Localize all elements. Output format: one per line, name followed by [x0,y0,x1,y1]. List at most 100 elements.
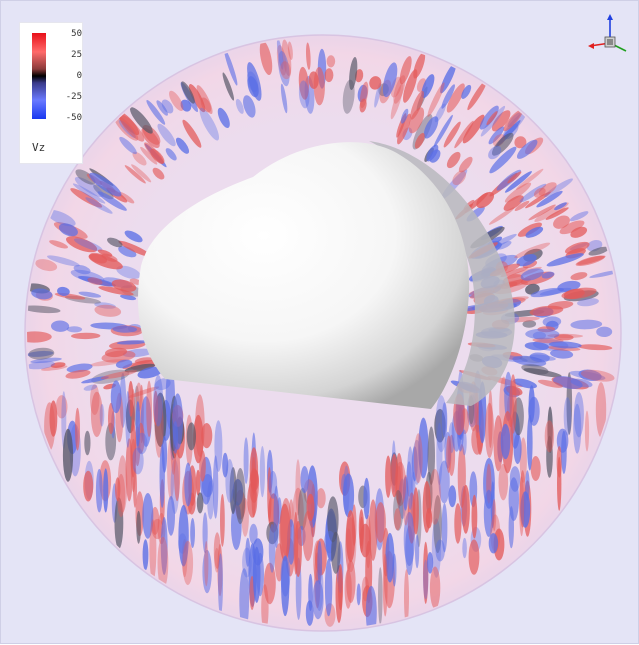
plume-blob [119,114,145,142]
plume-blob [110,380,122,414]
plume-blob [77,276,117,287]
plume-blob [298,80,310,109]
plume-blob [491,132,514,156]
plume-blob [302,510,314,562]
plume-blob [278,50,290,87]
plume-blob [217,107,230,128]
plume-blob [172,393,184,450]
cut-wall [369,141,515,406]
plume-blob [550,349,574,359]
plume-blob [374,82,382,108]
plume-blob [99,403,105,427]
plume-blob [413,433,423,484]
plume-blob [196,85,213,115]
colorbar-legend: 50 25 0 -25 -50 Vz [19,22,83,164]
plume-blob [58,223,78,237]
plume-blob [128,380,134,417]
plume-blob [62,428,74,482]
plume-blob [97,249,113,257]
plume-blob [570,272,588,281]
plume-blob [247,76,259,98]
plume-blob [153,374,164,427]
plume-blob [66,326,83,333]
plume-blob [488,207,515,225]
plume-blob [252,546,261,603]
plume-blob [520,491,531,528]
plume-blob [225,459,234,503]
orientation-axes-icon[interactable] [586,13,628,57]
plume-blob [136,510,141,544]
plume-blob [427,426,435,485]
plume-blob [131,164,152,183]
plume-blob [514,136,527,149]
plume-blob [514,242,551,259]
plume-blob [462,537,467,559]
plume-blob [349,57,358,90]
plume-blob [100,370,138,380]
plume-blob [317,540,323,585]
plume-blob [223,48,238,86]
plume-blob [293,511,299,575]
plume-blob [70,188,103,208]
plume-blob [28,347,55,360]
plume-blob [390,83,404,120]
inner-core-sphere [138,142,470,409]
plume-blob [454,503,462,544]
plume-blob [35,259,58,272]
plume-blob [504,182,532,203]
plume-blob [214,547,220,573]
plume-blob [410,90,424,120]
plume-blob [448,485,457,508]
plume-blob [400,108,409,124]
plume-blob [537,379,563,388]
plume-blob [103,468,109,513]
plume-blob [452,170,467,186]
plume-blob [57,286,70,296]
colorbar-tick-high: 25 [71,50,82,60]
plume-blob [596,326,613,338]
plume-blob [368,499,378,561]
plume-blob [98,286,134,296]
plume-blob [201,474,214,498]
plume-blob [130,107,153,134]
plume-blob [397,113,411,145]
plume-blob [182,540,194,586]
plume-blob [525,470,530,501]
plume-blob [514,200,530,211]
plume-blob [480,105,506,137]
plume-blob [521,364,549,375]
plume-blob [261,584,269,629]
plume-blob [298,66,309,100]
plume-blob [132,447,144,475]
plume-blob [199,107,220,141]
plume-blob [117,455,128,513]
plume-blob [427,552,434,574]
plume-blob [513,433,522,465]
plume-blob [536,190,563,208]
plume-blob [525,328,560,340]
plume-blob [157,123,176,147]
plume-blob [500,266,529,277]
plume-blob [186,422,196,451]
plume-blob [434,103,446,123]
plume-blob [404,569,409,626]
plume-blob [159,444,165,508]
plume-blob [516,139,538,159]
plume-blob [90,384,100,415]
plume-blob [573,403,582,454]
colorbar-tick-low: -25 [65,92,82,102]
plume-blob [259,446,265,498]
plume-blob [359,516,364,553]
plume-blob [65,369,91,379]
plume-blob [546,435,553,478]
plume-blob [529,354,556,361]
plume-blob [414,132,425,149]
plume-blob [132,151,147,166]
plume-blob [519,183,547,203]
plume-blob [87,277,103,285]
plume-blob [118,191,135,204]
plume-blob [141,127,160,149]
plume-blob [527,414,533,471]
plume-blob [423,559,429,600]
